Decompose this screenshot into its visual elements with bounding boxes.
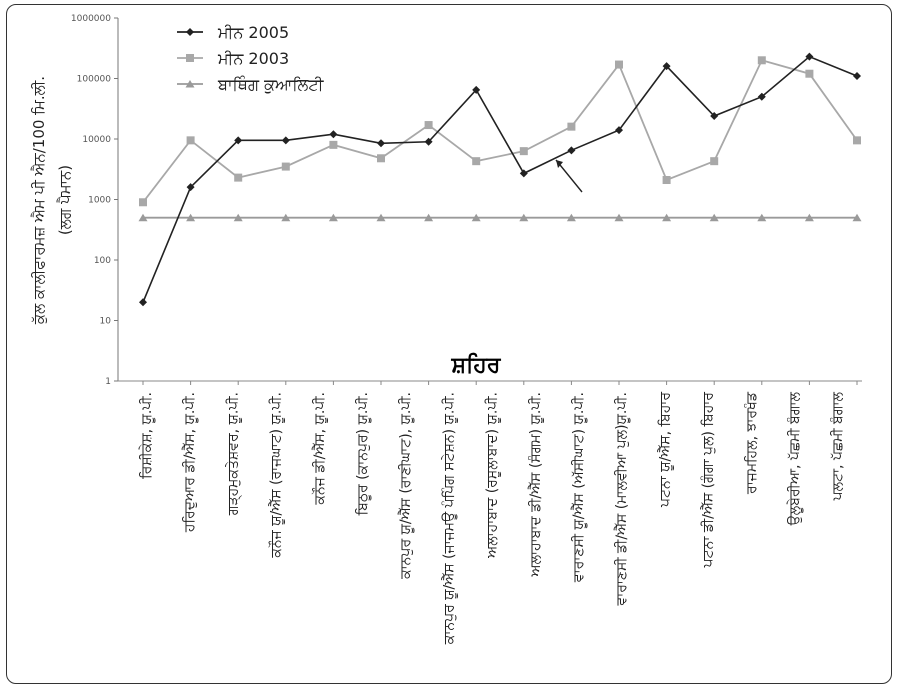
x-category-label: ਪਟਨਾ ਯੂ/ਐੱਸ, ਬਿਹਾਰ: [656, 392, 673, 508]
data-point: [424, 213, 434, 222]
data-point: [615, 126, 623, 135]
y-tick-label: 100: [94, 256, 111, 266]
y-tick-label: 100000: [77, 75, 112, 85]
x-category-label: ਪਟਨਾ ਡੀ/ਐੱਸ (ਗੰਗਾ ਪੁਲ) ਬਿਹਾਰ: [700, 392, 717, 569]
data-point: [329, 130, 338, 139]
annotation-arrow: [555, 159, 583, 193]
data-point: [567, 122, 576, 131]
x-category-label: ਹਰਿਦੁਆਰ ਡੀ/ਐੱਸ, ਯੂ.ਪੀ.: [181, 392, 198, 533]
data-point: [329, 140, 338, 149]
series-line: [142, 55, 858, 303]
legend-swatch-marker: [186, 54, 194, 62]
chart-frame: [6, 4, 892, 684]
data-point: [710, 111, 719, 120]
data-point: [377, 139, 385, 148]
x-category-label: ਕਾਨਪੁਰ ਯੂ/ਐੱਸ (ਜਾਜਮਊ ਪੰਪਿੰਗ ਸਟੇਸ਼ਨ) ਯੂ.ਪ…: [440, 392, 457, 645]
data-point: [233, 213, 243, 222]
data-point: [615, 60, 623, 69]
data-point: [805, 69, 814, 78]
data-point: [804, 213, 814, 222]
data-point: [662, 176, 671, 185]
data-point: [424, 121, 433, 130]
data-point: [186, 183, 195, 192]
x-category-label: ਉਲੂਬੇਰੀਆ, ਪੱਛਮੀ ਬੰਗਾਲ: [786, 391, 803, 526]
series-line: [142, 59, 858, 203]
data-point: [519, 169, 528, 178]
y-tick-label: 10: [100, 317, 112, 327]
x-category-label: ਕਨੌਜ ਡੀ/ਐੱਸ, ਯੂ.ਪੀ.: [311, 392, 328, 506]
data-point: [281, 213, 291, 222]
series-layer: [138, 52, 862, 307]
annotation-arrowhead: [556, 160, 563, 168]
x-category-label: ਅਲਾਹਾਬਾਦ (ਰਸੂਲਾਬਾਦ) ਯੂ.ਪੀ.: [485, 392, 501, 559]
data-point: [614, 213, 624, 222]
y-tick-label: 1: [105, 377, 111, 387]
data-point: [710, 157, 719, 166]
data-point: [186, 213, 196, 222]
x-category-label: ਅਲਾਹਾਬਾਦ ਡੀ/ਐੱਸ (ਸੰਗਮ) ਯੂ.ਪੀ.: [527, 392, 544, 577]
x-category-label: ਵਾਰਾਣਸੀ ਯੂ/ਐੱਸ (ਅੱਸੀਘਾਟ) ਯੂ.ਪੀ.: [570, 392, 587, 583]
legend: ਮੀਨ 2005 ਮੀਨ 2003 ਬਾਥਿੰਗ ਕੁਆਲਿਟੀ: [177, 23, 325, 94]
x-axis-title: ਸ਼ਹਿਰ: [451, 352, 502, 378]
data-point: [376, 213, 386, 222]
data-point: [757, 56, 766, 65]
data-point: [519, 147, 528, 156]
legend-swatch-marker: [186, 28, 194, 36]
data-point: [853, 136, 861, 145]
data-point: [805, 52, 814, 61]
x-category-label: ਕਾਨਪੁਰ ਯੂ/ਐੱਸ (ਰਾਣੀਘਾਟ), ਯੂ.ਪੀ.: [397, 392, 414, 580]
data-point: [757, 92, 766, 101]
y-tick-label: 1000000: [71, 14, 111, 24]
y-axis-label: ਕੁੱਲ ਕਾਲੀਫਾਰਮਜ਼ ਐਮ ਪੀ ਐਨ/100 ਮਿ.ਲੀ.: [30, 76, 48, 325]
data-point: [377, 154, 385, 163]
y-tick-label: 1000: [88, 196, 111, 206]
data-point: [139, 198, 147, 207]
data-point: [424, 137, 433, 146]
data-point: [567, 146, 576, 155]
y-axis-label-unit: (ਲਗ ਪੈਮਾਨ): [56, 165, 74, 235]
data-point: [662, 62, 671, 71]
data-point: [566, 213, 576, 222]
x-category-label: ਰਾਜਮਹਿਲ, ਝਾਰਖੰਡ: [743, 391, 760, 495]
x-category-label: ਕਨੌਜ ਯੂ/ਐੱਸ (ਰਾਜਘਾਟ) ਯੂ.ਪੀ.: [268, 392, 285, 559]
data-point: [472, 157, 481, 166]
data-point: [472, 85, 481, 94]
data-point: [709, 213, 719, 222]
data-point: [281, 136, 290, 145]
x-category-label: ਰਿਸ਼ੀਕੇਸ਼, ਯੂ.ਪੀ.: [139, 392, 155, 480]
x-category-label: ਗੜ੍ਹਮੁਕਤੇਸ਼ਵਰ, ਯੂ.ਪੀ.: [225, 392, 242, 516]
x-category-label: ਵਾਰਾਣਸੀ ਡੀ/ਐੱਸ (ਮਾਲਵੀਆ ਪੁਲ)ਯੂ.ਪੀ.: [613, 392, 630, 607]
data-point: [471, 213, 481, 222]
y-tick-label: 10000: [82, 135, 111, 145]
x-category-label: ਬਿਠੂਰ (ਕਾਨਪੁਰ) ਯੂ.ਪੀ.: [355, 392, 371, 516]
data-point: [853, 71, 861, 80]
legend-label: ਮੀਨ 2005: [217, 23, 289, 42]
data-point: [757, 213, 767, 222]
data-point: [662, 213, 672, 222]
legend-label: ਬਾਥਿੰਗ ਕੁਆਲਿਟੀ: [217, 75, 325, 94]
data-point: [281, 162, 290, 171]
x-category-label: ਪਲਟਾ, ਪੱਛਮੀ ਬੰਗਾਲ: [829, 391, 846, 501]
data-point: [138, 213, 148, 222]
data-point: [186, 136, 195, 145]
legend-swatch-marker: [185, 80, 195, 88]
axes: 1 10 100 1000 10000 100000 1000000: [71, 14, 862, 387]
legend-label: ਮੀਨ 2003: [217, 49, 289, 68]
data-point: [852, 213, 862, 222]
data-point: [328, 213, 338, 222]
data-point: [519, 213, 529, 222]
data-point: [234, 136, 243, 145]
data-point: [139, 298, 147, 307]
labels-layer: ਕੁੱਲ ਕਾਲੀਫਾਰਮਜ਼ ਐਮ ਪੀ ਐਨ/100 ਮਿ.ਲੀ. (ਲਗ ਪ…: [30, 76, 846, 645]
data-point: [234, 173, 243, 182]
